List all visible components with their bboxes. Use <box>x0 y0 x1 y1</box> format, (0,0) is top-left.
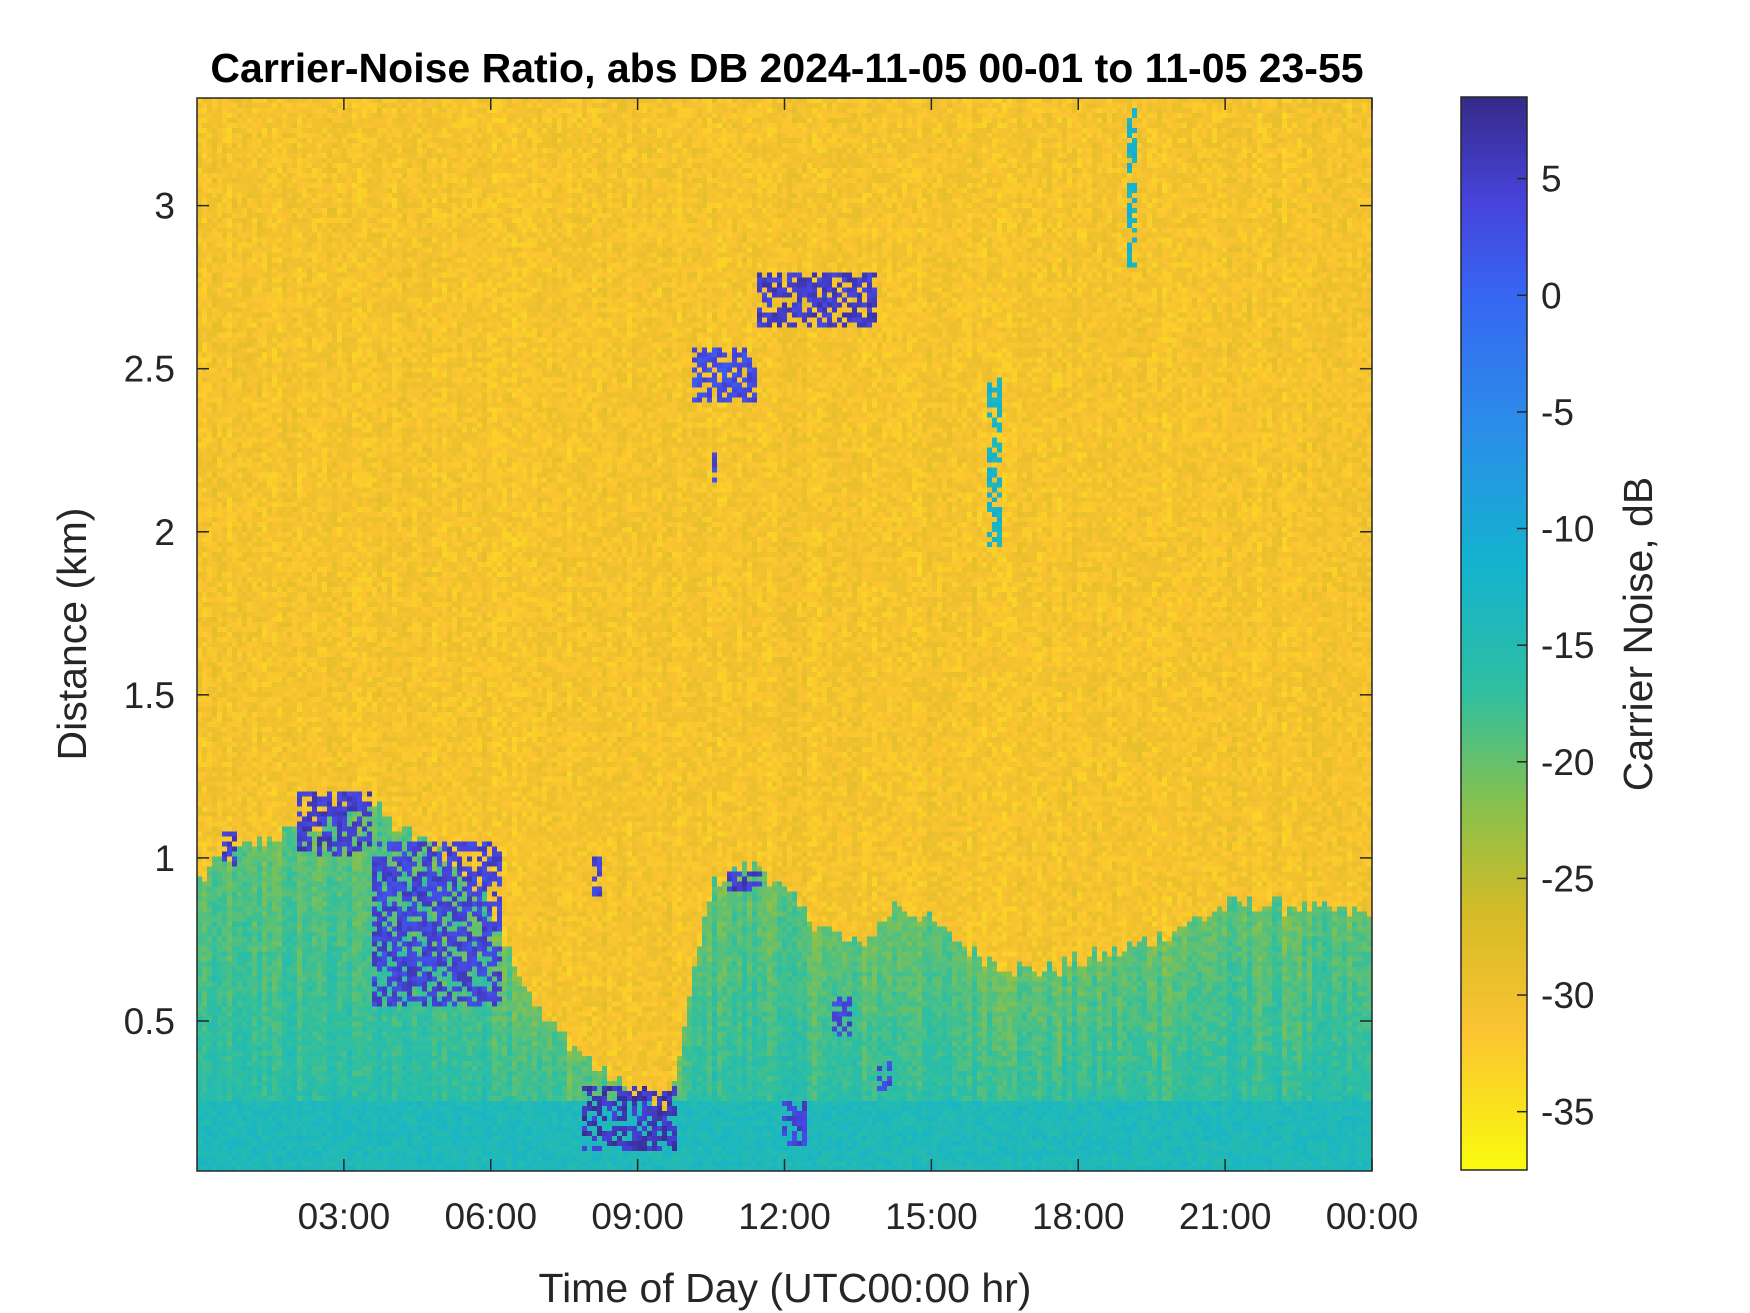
colorbar-tick-label: -5 <box>1541 392 1574 433</box>
x-tick-label: 18:00 <box>1032 1196 1125 1237</box>
y-tick-label: 2.5 <box>124 349 175 390</box>
chart-title: Carrier-Noise Ratio, abs DB 2024-11-05 0… <box>210 45 1363 91</box>
colorbar-tick-label: 5 <box>1541 159 1562 200</box>
colorbar: 5 0 -5 -10 -15 -20 -25 -30 -35 <box>1460 96 1594 1171</box>
colorbar-tick-label: 0 <box>1541 275 1562 316</box>
y-tick-label: 0.5 <box>124 1001 175 1042</box>
y-tick-label: 3 <box>154 186 175 227</box>
colorbar-gradient <box>1460 96 1528 1171</box>
x-tick-label: 15:00 <box>885 1196 978 1237</box>
y-axis-label: Distance (km) <box>49 508 95 761</box>
x-tick-label: 09:00 <box>591 1196 684 1237</box>
x-tick-label: 03:00 <box>298 1196 391 1237</box>
colorbar-tick-label: -25 <box>1541 858 1594 899</box>
colorbar-label: Carrier Noise, dB <box>1615 477 1661 791</box>
heatmap-raster <box>197 98 1372 1171</box>
x-tick-label: 06:00 <box>444 1196 537 1237</box>
x-tick-label: 21:00 <box>1179 1196 1272 1237</box>
x-axis: 03:00 06:00 09:00 12:00 15:00 18:00 21:00 00:00 <box>298 98 1419 1237</box>
colorbar-ticks: 5 0 -5 -10 -15 -20 -25 -30 -35 <box>1517 159 1594 1133</box>
heatmap-image <box>197 98 1372 1171</box>
colorbar-tick-label: -35 <box>1541 1092 1594 1133</box>
y-tick-label: 1.5 <box>124 675 175 716</box>
y-tick-label: 2 <box>154 512 175 553</box>
x-axis-label: Time of Day (UTC00:00 hr) <box>539 1265 1032 1311</box>
colorbar-tick-label: -20 <box>1541 742 1594 783</box>
colorbar-tick-label: -30 <box>1541 975 1594 1016</box>
x-tick-label: 12:00 <box>738 1196 831 1237</box>
y-axis: 0.5 1 1.5 2 2.5 3 <box>124 186 1372 1042</box>
colorbar-tick-label: -15 <box>1541 625 1594 666</box>
colorbar-tick-label: -10 <box>1541 509 1594 550</box>
x-tick-label: 00:00 <box>1326 1196 1419 1237</box>
y-tick-label: 1 <box>154 838 175 879</box>
